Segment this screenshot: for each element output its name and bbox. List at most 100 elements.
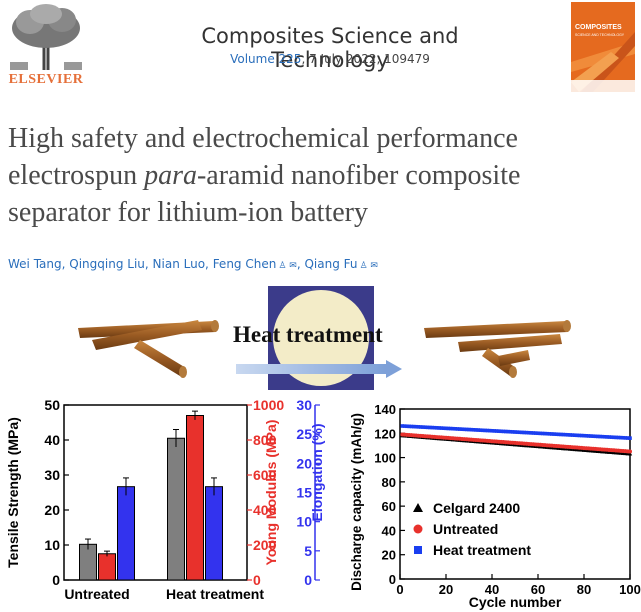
data-point — [616, 435, 621, 440]
data-point — [547, 432, 552, 436]
cover-title: COMPOSITES — [575, 24, 622, 31]
data-point — [614, 435, 618, 440]
author-link[interactable]: Feng Chen — [212, 257, 277, 271]
data-point — [437, 426, 441, 430]
middle-axis-tick-label: 800 — [253, 432, 277, 448]
y-axis-tick-label: 60 — [382, 499, 396, 514]
y-axis-tick-label: 80 — [382, 475, 396, 490]
data-point — [414, 424, 418, 429]
left-axis-tick-label: 50 — [44, 397, 60, 413]
bar — [117, 486, 135, 581]
data-point — [554, 432, 559, 437]
data-point — [600, 434, 605, 439]
bar — [186, 415, 204, 581]
data-point — [453, 427, 457, 431]
data-point — [552, 432, 556, 436]
issue-info: , 7 July 2022, 109479 — [301, 52, 430, 66]
data-point — [467, 427, 471, 432]
data-point — [460, 427, 464, 431]
data-point — [609, 435, 614, 439]
data-point — [579, 433, 584, 438]
cover-art-icon — [571, 2, 635, 92]
data-point — [533, 431, 538, 435]
elsevier-wordmark[interactable]: ELSEVIER — [8, 72, 84, 87]
legend-label: Celgard 2400 — [433, 500, 520, 516]
data-point — [428, 425, 432, 430]
middle-axis-tick-label: 0 — [253, 572, 261, 588]
data-point — [628, 436, 632, 440]
cycling-performance-chart: 0 20 40 60 80 100 120 140 0 20 40 60 80 100 Cycle numb… — [349, 402, 641, 610]
data-point — [522, 430, 526, 435]
author-link[interactable]: Wei Tang — [8, 257, 62, 271]
data-point — [575, 433, 579, 438]
data-point — [593, 434, 598, 439]
x-axis-tick-label: 20 — [439, 582, 453, 597]
data-point — [504, 429, 508, 434]
journal-cover[interactable]: COMPOSITES SCIENCE AND TECHNOLOGY — [571, 2, 635, 92]
fiber-bundle-right-icon — [424, 320, 571, 378]
elsevier-logo[interactable] — [6, 4, 86, 94]
data-point — [582, 433, 586, 438]
data-point — [561, 432, 566, 437]
plot-frame — [399, 408, 631, 580]
bar — [205, 486, 223, 581]
legend-label: Heat treatment — [433, 542, 531, 558]
data-point — [492, 429, 497, 433]
data-point — [462, 427, 467, 432]
data-point — [602, 434, 607, 439]
fiber-bundle-left-icon — [78, 320, 219, 378]
author-email-icons[interactable]: ♙ ✉ — [278, 261, 297, 271]
cover-subtitle: SCIENCE AND TECHNOLOGY — [575, 33, 625, 37]
x-axis-tick-label: 60 — [531, 582, 545, 597]
data-point — [487, 428, 492, 433]
data-point — [402, 424, 407, 428]
legend-marker — [413, 524, 423, 534]
bar — [167, 437, 185, 581]
data-point — [517, 430, 522, 435]
data-point — [471, 428, 476, 432]
author-link[interactable]: Qiang Fu — [304, 257, 358, 271]
data-point — [407, 424, 411, 429]
journal-title[interactable]: Composites Science and Technology — [201, 24, 459, 72]
data-point — [485, 428, 490, 433]
data-point — [510, 430, 515, 434]
data-point — [464, 427, 469, 432]
data-point — [623, 436, 628, 440]
author-link[interactable]: Qingqing Liu — [69, 257, 145, 271]
data-point — [490, 428, 494, 433]
middle-axis-tick-label: 1000 — [253, 397, 284, 413]
y-axis-tick-label: 140 — [374, 402, 396, 417]
data-point — [556, 432, 561, 437]
left-axis-tick-label: 10 — [44, 537, 60, 553]
author-email-icons[interactable]: ♙ ✉ — [359, 261, 378, 271]
y-axis-label: Discharge capacity (mAh/g) — [349, 413, 364, 591]
data-point — [416, 425, 421, 429]
right-axis-label: Elongation (%) — [309, 424, 325, 522]
data-point — [607, 435, 612, 439]
volume-link[interactable]: Volume 225 — [230, 52, 302, 66]
y-axis-tick-label: 40 — [382, 523, 396, 538]
data-point — [625, 436, 630, 440]
left-axis-tick-label: 20 — [44, 502, 60, 518]
x-axis-tick-label: 100 — [619, 582, 641, 597]
data-point — [570, 433, 575, 437]
left-axis-label: Tensile Strength (MPa) — [5, 417, 21, 568]
data-point — [598, 434, 602, 439]
data-point — [469, 427, 474, 432]
data-point — [545, 431, 549, 436]
author-link[interactable]: Nian Luo — [152, 257, 206, 271]
data-point — [506, 429, 510, 434]
data-point — [409, 424, 414, 429]
title-line-1: High safety and electrochemical performa… — [8, 123, 518, 154]
data-point — [425, 425, 430, 430]
data-point — [405, 424, 409, 429]
category-label: Untreated — [64, 586, 129, 602]
title-line-2-italic: para — [144, 160, 197, 191]
data-point — [540, 431, 545, 436]
data-point — [619, 435, 623, 440]
data-point — [430, 425, 434, 430]
right-axis-tick-label: 25 — [296, 426, 312, 442]
data-point — [435, 426, 439, 430]
data-point — [586, 434, 591, 438]
data-point — [483, 428, 487, 433]
